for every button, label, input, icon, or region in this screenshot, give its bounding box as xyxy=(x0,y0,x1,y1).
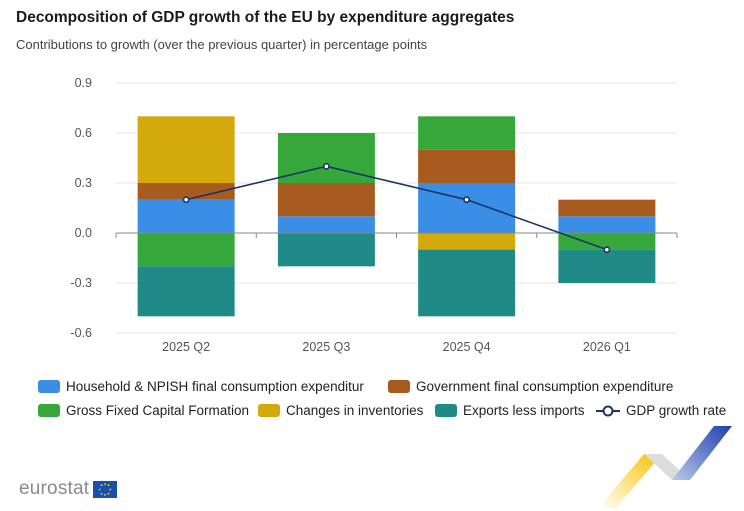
legend-label-government: Government final consumption expenditure xyxy=(416,379,674,394)
bar-segment xyxy=(277,233,375,267)
legend-item-government[interactable]: Government final consumption expenditure xyxy=(388,379,673,394)
legend-label-gdp-growth: GDP growth rate xyxy=(626,403,727,418)
bar-segment xyxy=(558,233,656,250)
legend-item-inventories[interactable]: Changes in inventories xyxy=(258,403,423,418)
legend-swatch-gdp-growth xyxy=(596,405,620,416)
y-tick-label: -0.6 xyxy=(70,326,92,340)
x-tick-label: 2025 Q3 xyxy=(302,340,350,354)
y-tick-label: 0.6 xyxy=(75,126,92,140)
gdp-growth-line xyxy=(185,165,608,251)
bar-segment xyxy=(277,183,375,217)
bar-segment xyxy=(277,216,375,233)
legend-item-exports[interactable]: Exports less imports xyxy=(435,403,585,418)
legend-label-inventories: Changes in inventories xyxy=(286,403,424,418)
bar-segment xyxy=(137,199,235,233)
legend-item-gfcf[interactable]: Gross Fixed Capital Formation xyxy=(38,403,249,418)
bar-segment xyxy=(418,149,516,183)
bar-segment xyxy=(558,249,656,283)
x-tick-label: 2026 Q1 xyxy=(583,340,631,354)
gdp-growth-point xyxy=(603,246,611,254)
gdp-growth-point xyxy=(182,196,190,204)
bar-segment xyxy=(277,133,375,183)
legend-swatch-gfcf xyxy=(38,404,60,417)
legend-swatch-exports xyxy=(435,404,457,417)
x-tick-label: 2025 Q4 xyxy=(443,340,491,354)
bar-segment xyxy=(137,233,235,267)
decorative-stripes-graphic xyxy=(598,426,732,508)
eurostat-logo: eurostat xyxy=(19,478,118,500)
bar-segment xyxy=(418,183,516,233)
bar-segment xyxy=(558,216,656,233)
y-tick-label: -0.3 xyxy=(70,276,92,290)
legend-label-exports: Exports less imports xyxy=(463,403,585,418)
legend-swatch-household xyxy=(38,380,60,393)
chart-title: Decomposition of GDP growth of the EU by… xyxy=(16,9,515,26)
chart-subtitle: Contributions to growth (over the previo… xyxy=(16,37,428,52)
legend-label-gfcf: Gross Fixed Capital Formation xyxy=(66,403,250,418)
bar-segment xyxy=(137,266,235,317)
eurostat-wordmark: eurostat xyxy=(19,478,90,499)
legend-label-household: Household & NPISH final consumption expe… xyxy=(66,379,364,394)
eu-flag-icon xyxy=(93,480,118,498)
gdp-growth-point xyxy=(322,162,330,170)
legend-swatch-inventories xyxy=(258,404,280,417)
legend-item-household[interactable]: Household & NPISH final consumption expe… xyxy=(38,379,364,394)
bar-segment xyxy=(418,249,516,317)
bar-segment xyxy=(137,183,235,200)
bar-segment xyxy=(137,116,235,183)
y-tick-label: 0.3 xyxy=(75,176,92,190)
bar-segment xyxy=(558,199,656,217)
bar-segment xyxy=(418,233,516,250)
x-tick-label: 2025 Q2 xyxy=(162,340,210,354)
legend-swatch-government xyxy=(388,380,410,393)
legend-item-gdp-growth[interactable]: GDP growth rate xyxy=(596,403,726,418)
bar-segment xyxy=(418,116,516,150)
gdp-growth-point xyxy=(463,196,471,204)
gdp-decomposition-chart: 0.9 0.6 0.3 0.0 -0.3 -0.6 2025 Q2 2025 Q3 2025 Q… xyxy=(70,76,678,354)
y-tick-label: 0.9 xyxy=(75,76,92,90)
y-tick-label: 0.0 xyxy=(75,226,92,240)
